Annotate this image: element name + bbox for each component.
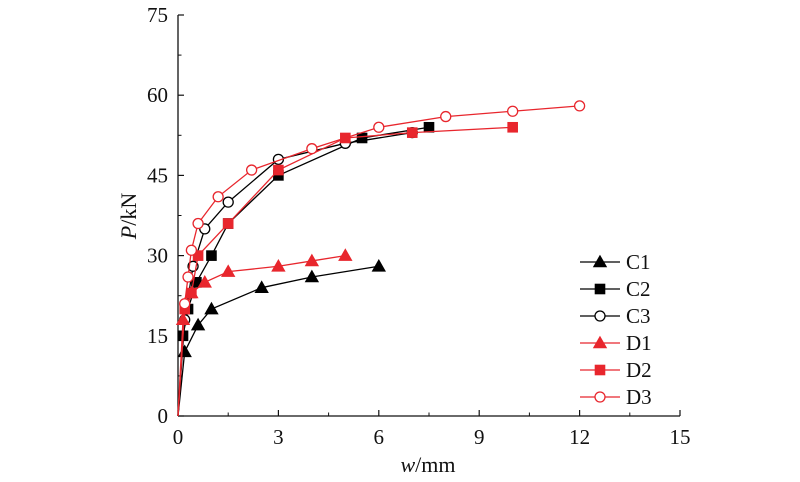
y-axis-label: P/kN (116, 193, 141, 241)
y-tick-label-5: 75 (147, 3, 168, 27)
x-tick-label-4: 12 (569, 425, 590, 449)
x-tick-label-1: 3 (273, 425, 284, 449)
point-c2-8 (423, 121, 435, 133)
legend-label-c3: C3 (626, 304, 651, 328)
point-c2-4 (206, 250, 217, 261)
y-tick-label-2: 30 (147, 244, 168, 268)
point-d2-4 (222, 218, 234, 229)
x-axis-label-symbol: w (400, 452, 415, 477)
legend-item-c2: C2 (580, 277, 651, 301)
legend-item-c3: C3 (580, 304, 651, 328)
point-d3-11 (573, 100, 586, 112)
series-line-c3 (177, 131, 413, 417)
series-line-c1 (177, 265, 379, 417)
point-c1-6 (371, 258, 386, 272)
point-d3-10 (507, 105, 519, 117)
legend-marker-d1 (592, 335, 608, 349)
point-c1-4 (254, 280, 269, 293)
point-d2-8 (507, 121, 518, 133)
axes (177, 15, 680, 417)
legend-marker-c3 (594, 310, 606, 322)
series-d1 (175, 248, 353, 417)
point-d1-4 (221, 264, 236, 277)
point-d2-7 (406, 127, 418, 138)
point-c1-2 (190, 317, 206, 331)
point-d1-6 (304, 253, 320, 267)
legend-label-c1: C1 (626, 250, 651, 274)
y-tick-label-1: 15 (147, 324, 168, 348)
point-d3-1 (179, 298, 191, 310)
series-c3 (177, 126, 418, 417)
legend-label-c2: C2 (626, 277, 651, 301)
point-c3-4 (222, 196, 234, 208)
legend-marker-c2 (594, 283, 606, 295)
x-axis-label-unit: /mm (415, 452, 455, 477)
x-tick-label-0: 0 (173, 425, 184, 449)
series-line-c2 (177, 126, 430, 417)
legend-label-d3: D3 (626, 385, 652, 409)
legend-marker-d2 (594, 364, 606, 376)
series-d3 (177, 100, 586, 417)
legend-marker-c1 (592, 254, 608, 268)
point-d3-3 (185, 244, 198, 256)
x-axis-label: w/mm (400, 452, 455, 477)
point-d1-5 (271, 258, 286, 272)
point-d3-8 (373, 121, 385, 133)
point-c1-3 (204, 301, 219, 315)
y-axis-label-symbol: P (116, 226, 141, 240)
x-tick-label-3: 9 (474, 425, 485, 449)
point-d1-3 (197, 275, 212, 288)
legend-marker-d3 (594, 391, 606, 403)
y-tick-label-3: 45 (147, 163, 168, 187)
legend-item-d3: D3 (580, 385, 652, 409)
point-c1-5 (304, 269, 320, 283)
legend-item-d1: D1 (580, 331, 652, 355)
y-tick-label-4: 60 (147, 83, 168, 107)
point-d3-9 (440, 110, 452, 123)
series-layer (175, 100, 586, 417)
point-d3-5 (212, 191, 224, 203)
legend-item-c1: C1 (580, 250, 651, 274)
legend-label-d1: D1 (626, 331, 652, 355)
y-tick-label-0: 0 (158, 404, 169, 428)
x-tick-label-2: 6 (374, 425, 385, 449)
point-d3-7 (306, 143, 318, 155)
legend: C1 C2 C3 D1 D2 D3 (580, 250, 652, 409)
legend-item-d2: D2 (580, 358, 652, 382)
point-d3-2 (182, 271, 194, 283)
point-d2-5 (273, 164, 284, 176)
point-d1-7 (338, 248, 353, 261)
point-d3-6 (245, 164, 258, 176)
legend-label-d2: D2 (626, 358, 652, 382)
series-c2 (177, 121, 435, 417)
point-c1-1 (177, 344, 192, 358)
point-d2-2 (186, 287, 197, 299)
tick-marks: 0 3 6 9 12 15 0 15 30 45 60 75 (147, 3, 691, 449)
x-tick-label-5: 15 (670, 425, 691, 449)
y-axis-label-unit: /kN (116, 193, 141, 226)
point-d3-4 (192, 217, 204, 230)
